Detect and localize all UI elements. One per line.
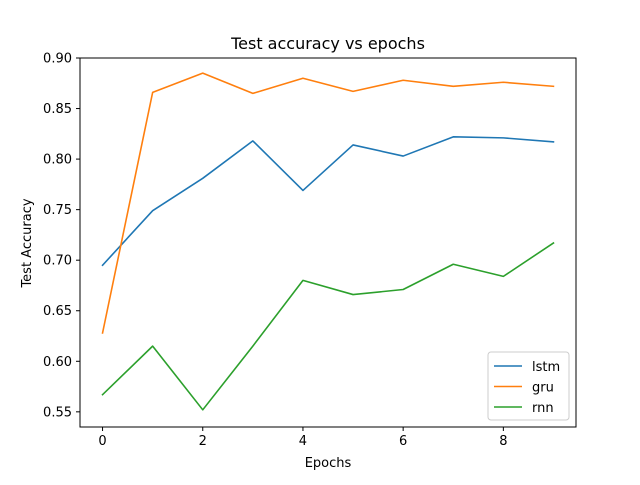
x-tick-label: 8 <box>499 434 507 449</box>
x-tick-label: 4 <box>299 434 307 449</box>
y-tick-label: 0.70 <box>43 254 72 269</box>
series-line-gru <box>101 72 555 334</box>
legend-label-rnn: rnn <box>532 401 554 416</box>
y-tick-label: 0.60 <box>43 355 72 370</box>
series-line-lstm <box>101 136 555 267</box>
x-tick-label: 0 <box>98 434 106 449</box>
y-tick-label: 0.55 <box>43 405 72 420</box>
y-axis-label: Test Accuracy <box>20 198 35 288</box>
y-tick-label: 0.80 <box>43 153 72 168</box>
chart-title: Test accuracy vs epochs <box>230 34 425 53</box>
x-axis-label: Epochs <box>305 456 352 471</box>
legend-box <box>487 351 570 421</box>
y-tick-label: 0.75 <box>43 203 72 218</box>
legend-label-lstm: lstm <box>532 360 560 375</box>
series-line-rnn <box>101 241 555 411</box>
y-tick-label: 0.65 <box>43 304 72 319</box>
x-tick-label: 6 <box>399 434 407 449</box>
x-tick-label: 2 <box>199 434 207 449</box>
legend-label-gru: gru <box>532 381 554 396</box>
y-tick-label: 0.85 <box>43 102 72 117</box>
y-tick-label: 0.90 <box>43 52 72 67</box>
plot-frame <box>79 57 577 428</box>
